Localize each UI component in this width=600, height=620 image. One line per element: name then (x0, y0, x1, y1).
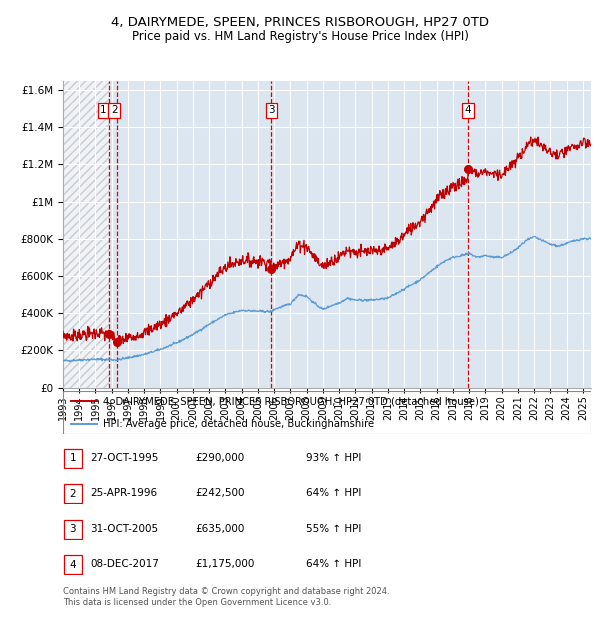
Text: 31-OCT-2005: 31-OCT-2005 (90, 523, 158, 534)
Text: 08-DEC-2017: 08-DEC-2017 (90, 559, 159, 569)
Text: 1: 1 (100, 105, 107, 115)
Text: 2: 2 (70, 489, 76, 499)
Text: 4, DAIRYMEDE, SPEEN, PRINCES RISBOROUGH, HP27 0TD: 4, DAIRYMEDE, SPEEN, PRINCES RISBOROUGH,… (111, 16, 489, 29)
Text: 4, DAIRYMEDE, SPEEN, PRINCES RISBOROUGH, HP27 0TD (detached house): 4, DAIRYMEDE, SPEEN, PRINCES RISBOROUGH,… (103, 396, 478, 406)
Text: £635,000: £635,000 (195, 523, 244, 534)
Text: 64% ↑ HPI: 64% ↑ HPI (306, 559, 361, 569)
Text: 2: 2 (111, 105, 118, 115)
Text: Price paid vs. HM Land Registry's House Price Index (HPI): Price paid vs. HM Land Registry's House … (131, 30, 469, 43)
Text: 64% ↑ HPI: 64% ↑ HPI (306, 488, 361, 498)
Text: 3: 3 (70, 524, 76, 534)
Text: HPI: Average price, detached house, Buckinghamshire: HPI: Average price, detached house, Buck… (103, 418, 374, 428)
Text: 1: 1 (70, 453, 76, 464)
Text: 4: 4 (70, 559, 76, 570)
Text: 4: 4 (464, 105, 471, 115)
Bar (63, 81, 109, 388)
Text: Contains HM Land Registry data © Crown copyright and database right 2024.
This d: Contains HM Land Registry data © Crown c… (63, 587, 389, 608)
Text: 93% ↑ HPI: 93% ↑ HPI (306, 453, 361, 463)
Text: 27-OCT-1995: 27-OCT-1995 (90, 453, 158, 463)
Text: 3: 3 (268, 105, 275, 115)
Text: £1,175,000: £1,175,000 (195, 559, 254, 569)
Text: £290,000: £290,000 (195, 453, 244, 463)
Text: 25-APR-1996: 25-APR-1996 (90, 488, 157, 498)
Text: £242,500: £242,500 (195, 488, 245, 498)
Text: 55% ↑ HPI: 55% ↑ HPI (306, 523, 361, 534)
